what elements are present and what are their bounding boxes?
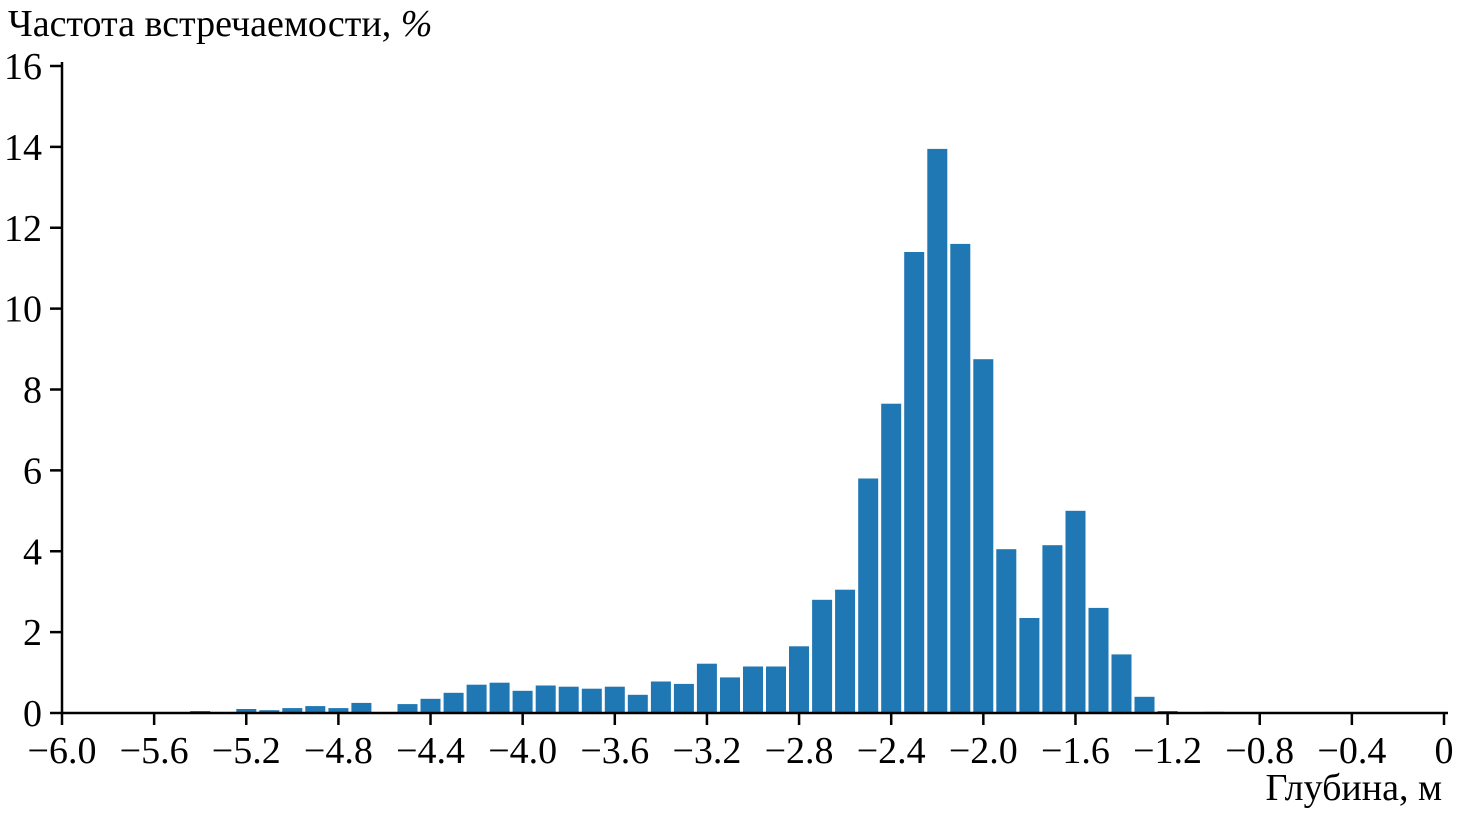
histogram-bar — [1042, 545, 1063, 713]
y-tick-label: 8 — [23, 370, 42, 412]
x-tick-label: −3.6 — [580, 730, 649, 772]
chart-title-text: Частота встречаемости, — [8, 3, 401, 45]
y-tick-label: 6 — [23, 450, 42, 492]
x-tick-label: −5.2 — [212, 730, 281, 772]
y-tick-label: 4 — [23, 531, 42, 573]
histogram-bar — [789, 646, 809, 713]
histogram-bar — [1088, 607, 1109, 713]
x-tick-label: −5.6 — [120, 730, 189, 772]
histogram-bar — [512, 690, 533, 713]
histogram-bar — [904, 252, 925, 713]
y-tick-label: 16 — [4, 46, 42, 88]
x-tick-label: −6.0 — [28, 730, 97, 772]
histogram-bar — [1019, 618, 1040, 713]
y-tick-label: 14 — [4, 127, 42, 169]
x-tick-label: −4.4 — [396, 730, 465, 772]
histogram-bar — [627, 694, 648, 713]
histogram-bar — [927, 148, 948, 713]
x-tick-label: −0.8 — [1225, 730, 1294, 772]
histogram-bar — [950, 243, 971, 713]
x-tick-label: −1.2 — [1133, 730, 1202, 772]
x-tick-label: −2.0 — [949, 730, 1018, 772]
y-tick-label: 12 — [4, 208, 42, 250]
histogram-bar — [581, 688, 602, 713]
histogram-bar — [973, 359, 994, 713]
histogram-bar — [996, 549, 1017, 713]
histogram-bar — [696, 663, 717, 713]
histogram-bar — [466, 684, 487, 713]
x-tick-label: 0 — [1435, 730, 1454, 772]
x-tick-label: −4.0 — [488, 730, 557, 772]
x-tick-label: −3.2 — [672, 730, 741, 772]
histogram-bar — [305, 706, 326, 713]
histogram-bar — [743, 666, 763, 713]
x-tick-label: −0.4 — [1317, 730, 1386, 772]
histogram-bar — [443, 692, 464, 713]
histogram-bar — [236, 709, 257, 713]
histogram-bar — [558, 686, 579, 713]
histogram-bar — [351, 702, 372, 713]
histogram-bar — [1065, 510, 1086, 713]
chart-title-unit: % — [400, 3, 433, 45]
histogram-bar — [397, 704, 418, 713]
histogram-bar — [835, 589, 856, 713]
x-axis-title: Глубина, м — [1265, 767, 1443, 809]
x-tick-label: −1.6 — [1041, 730, 1110, 772]
x-tick-label: −4.8 — [304, 730, 373, 772]
chart-title: Частота встречаемости, % — [8, 2, 432, 46]
histogram-bar — [858, 478, 879, 713]
histogram-bar — [328, 708, 349, 713]
histogram-bar — [1111, 654, 1132, 713]
histogram-bar — [259, 710, 280, 713]
histogram-bar — [766, 666, 786, 713]
x-tick-label: −2.4 — [857, 730, 926, 772]
y-tick-label: 2 — [23, 612, 42, 654]
y-tick-label: 10 — [4, 289, 42, 331]
histogram-bar — [673, 683, 694, 713]
y-tick-label: 0 — [23, 693, 42, 735]
histogram-bar — [535, 685, 556, 713]
histogram-bar — [489, 682, 510, 713]
histogram-bar — [881, 403, 902, 713]
histogram-bar — [812, 599, 833, 713]
histogram-bar — [420, 698, 441, 713]
histogram-bar — [720, 677, 740, 713]
x-tick-label: −2.8 — [765, 730, 834, 772]
histogram-bar — [1134, 696, 1155, 713]
histogram-bar — [282, 708, 303, 713]
histogram-bar — [604, 686, 625, 713]
histogram-bar — [650, 681, 671, 713]
